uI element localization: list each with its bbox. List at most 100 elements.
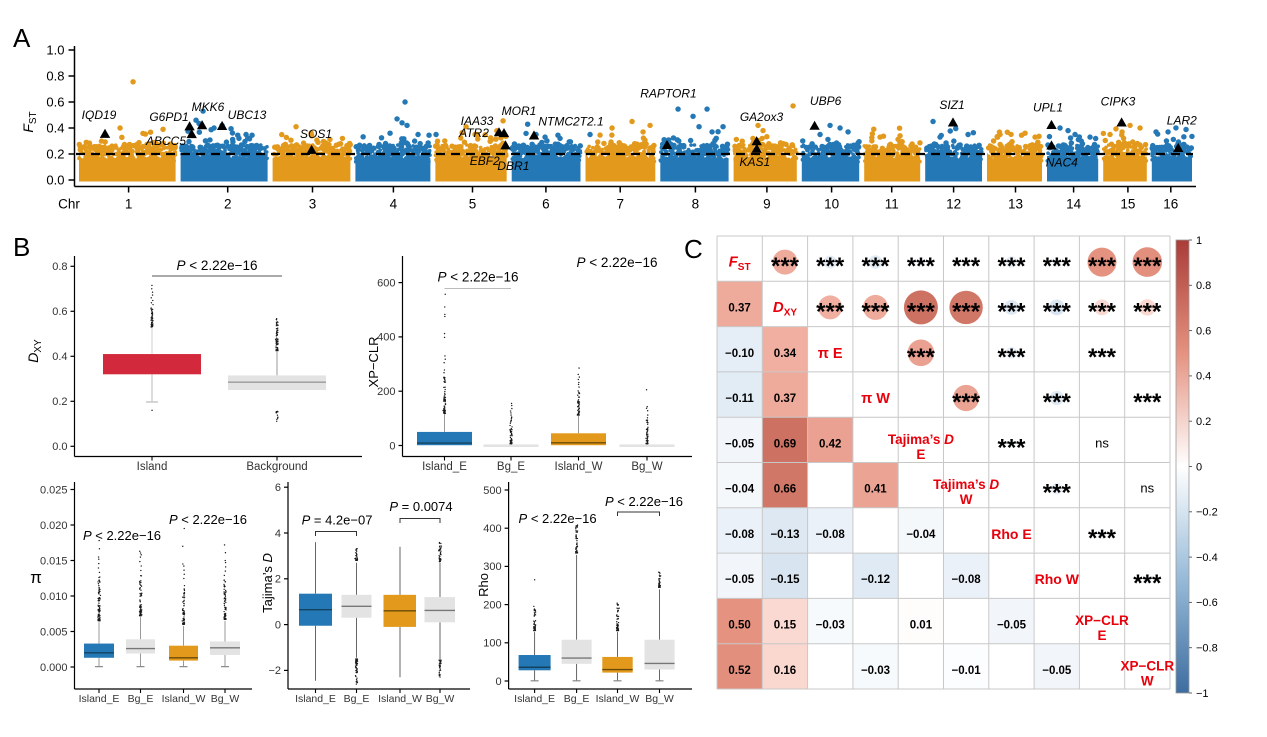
svg-text:UBC13: UBC13	[228, 108, 267, 122]
svg-text:0.4: 0.4	[1196, 371, 1211, 383]
svg-text:FST: FST	[729, 254, 751, 274]
svg-text:FST: FST	[20, 111, 39, 132]
svg-text:0.01: 0.01	[910, 620, 933, 632]
svg-text:0: 0	[1196, 461, 1202, 473]
svg-text:ATR2: ATR2	[458, 126, 489, 140]
svg-text:0.8: 0.8	[1196, 280, 1211, 292]
svg-text:200: 200	[377, 386, 395, 398]
svg-text:0.16: 0.16	[774, 665, 796, 677]
svg-text:Island_E: Island_E	[514, 693, 555, 705]
svg-text:−0.04: −0.04	[906, 529, 936, 541]
svg-text:E: E	[1097, 628, 1106, 643]
svg-text:Island: Island	[137, 461, 168, 473]
svg-text:***: ***	[771, 253, 800, 280]
svg-text:Bg_E: Bg_E	[344, 693, 370, 705]
svg-text:***: ***	[1133, 570, 1162, 597]
svg-text:15: 15	[1120, 197, 1135, 212]
svg-text:−0.05: −0.05	[725, 574, 755, 586]
svg-text:Bg_W: Bg_W	[631, 461, 662, 473]
svg-text:π E: π E	[818, 346, 843, 362]
svg-text:***: ***	[861, 253, 890, 280]
svg-text:0.52: 0.52	[728, 665, 750, 677]
svg-text:***: ***	[816, 253, 845, 280]
svg-text:1: 1	[1196, 235, 1202, 247]
svg-text:−0.05: −0.05	[1042, 665, 1072, 677]
svg-text:Bg_W: Bg_W	[211, 693, 240, 705]
svg-text:***: ***	[1133, 389, 1162, 416]
svg-text:Background: Background	[246, 461, 307, 473]
svg-text:MKK6: MKK6	[192, 100, 225, 114]
svg-text:10: 10	[824, 197, 839, 212]
svg-text:Island_W: Island_W	[162, 693, 206, 705]
svg-text:400: 400	[483, 523, 501, 535]
svg-text:***: ***	[1133, 298, 1162, 325]
svg-text:0.2: 0.2	[46, 147, 64, 162]
svg-text:Island_W: Island_W	[378, 693, 422, 705]
svg-text:8: 8	[692, 197, 700, 212]
svg-text:16: 16	[1163, 197, 1178, 212]
svg-text:0.34: 0.34	[774, 348, 797, 360]
svg-text:0.6: 0.6	[52, 306, 67, 318]
svg-text:0.69: 0.69	[774, 438, 796, 450]
svg-text:−0.11: −0.11	[725, 393, 754, 405]
svg-text:Chr: Chr	[58, 197, 80, 212]
svg-text:−0.2: −0.2	[1196, 507, 1218, 519]
svg-text:RAPTOR1: RAPTOR1	[640, 87, 696, 101]
svg-text:***: ***	[1043, 480, 1072, 507]
svg-text:−0.08: −0.08	[725, 529, 755, 541]
svg-text:NTMC2T2.1: NTMC2T2.1	[538, 115, 603, 129]
svg-text:0.50: 0.50	[728, 620, 750, 632]
svg-text:B: B	[13, 232, 30, 262]
svg-text:3: 3	[309, 197, 317, 212]
svg-text:***: ***	[907, 298, 936, 325]
svg-text:11: 11	[885, 197, 899, 212]
svg-text:0.6: 0.6	[1196, 325, 1211, 337]
svg-text:Bg_E: Bg_E	[497, 461, 525, 473]
svg-text:−0.04: −0.04	[725, 484, 755, 496]
svg-text:7: 7	[616, 197, 624, 212]
svg-text:MOR1: MOR1	[502, 104, 537, 118]
svg-text:0.8: 0.8	[46, 69, 64, 84]
svg-text:***: ***	[997, 298, 1026, 325]
svg-text:SIZ1: SIZ1	[939, 98, 964, 112]
svg-text:Tajima’s D: Tajima’s D	[260, 553, 275, 613]
svg-text:−0.01: −0.01	[952, 665, 982, 677]
svg-text:12: 12	[946, 197, 961, 212]
svg-text:−0.15: −0.15	[770, 574, 800, 586]
svg-text:W: W	[1141, 673, 1154, 688]
svg-text:Island_E: Island_E	[422, 461, 467, 473]
svg-text:2: 2	[224, 197, 232, 212]
svg-text:0.37: 0.37	[728, 302, 750, 314]
svg-text:NAC4: NAC4	[1046, 156, 1078, 170]
svg-text:−0.13: −0.13	[770, 529, 799, 541]
svg-text:ns: ns	[1140, 481, 1154, 496]
svg-text:A: A	[13, 23, 31, 53]
svg-text:0.0: 0.0	[46, 173, 64, 188]
svg-text:13: 13	[1008, 197, 1023, 212]
svg-text:400: 400	[377, 332, 395, 344]
svg-text:0.4: 0.4	[46, 121, 64, 136]
svg-text:−0.4: −0.4	[1196, 552, 1218, 564]
svg-text:0.010: 0.010	[40, 591, 68, 603]
svg-text:EBF2: EBF2	[470, 154, 500, 168]
svg-text:KAS1: KAS1	[740, 155, 771, 169]
svg-text:−0.03: −0.03	[861, 665, 890, 677]
svg-text:***: ***	[816, 298, 845, 325]
svg-text:Island_E: Island_E	[295, 693, 336, 705]
svg-text:0.6: 0.6	[46, 95, 64, 110]
svg-text:Island_W: Island_W	[555, 461, 603, 473]
svg-text:6: 6	[275, 482, 281, 494]
svg-text:0.005: 0.005	[40, 626, 68, 638]
svg-text:0.37: 0.37	[774, 393, 796, 405]
svg-text:W: W	[960, 492, 973, 507]
svg-text:1.0: 1.0	[46, 43, 64, 58]
svg-text:G6PD1: G6PD1	[149, 110, 188, 124]
svg-text:P < 2.22e−16: P < 2.22e−16	[605, 494, 683, 509]
svg-text:0.4: 0.4	[52, 351, 67, 363]
svg-text:***: ***	[1088, 344, 1117, 371]
svg-text:π W: π W	[861, 391, 890, 407]
svg-text:***: ***	[1133, 253, 1162, 280]
svg-text:14: 14	[1066, 197, 1082, 212]
svg-text:4: 4	[275, 528, 281, 540]
svg-text:CIPK3: CIPK3	[1101, 95, 1136, 109]
